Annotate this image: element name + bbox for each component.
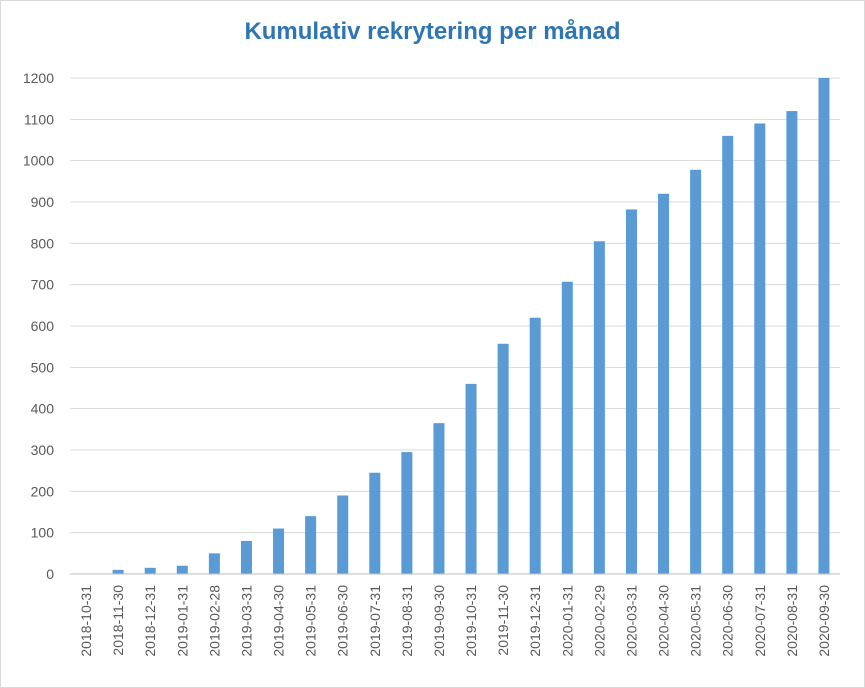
y-tick-label: 900 <box>31 194 55 210</box>
x-tick-label: 2020-08-31 <box>784 585 800 657</box>
bar <box>208 553 220 574</box>
x-tick-label: 2019-07-31 <box>367 585 383 657</box>
x-tick-label: 2019-03-31 <box>238 585 254 657</box>
x-tick-label: 2019-01-31 <box>174 585 190 657</box>
x-tick-label: 2019-12-31 <box>527 585 543 657</box>
y-tick-label: 600 <box>31 318 55 334</box>
y-tick-label: 100 <box>31 525 55 541</box>
x-tick-label: 2019-10-31 <box>463 585 479 657</box>
x-tick-label: 2019-02-28 <box>206 585 222 657</box>
bar <box>497 343 509 574</box>
bar <box>529 317 541 574</box>
y-tick-label: 1000 <box>23 153 54 169</box>
y-tick-label: 500 <box>31 359 55 375</box>
bar <box>593 241 605 574</box>
x-tick-label: 2019-08-31 <box>399 585 415 657</box>
x-tick-label: 2020-06-30 <box>720 585 736 657</box>
chart-title: Kumulativ rekrytering per månad <box>244 18 621 45</box>
x-tick-label: 2020-01-31 <box>559 585 575 657</box>
x-tick-label: 2020-07-31 <box>752 585 768 657</box>
y-axis-ticks: 0 100 200 300 400 500 600 700 800 900 1000 1100 1200 <box>23 70 54 582</box>
gridlines <box>70 77 840 534</box>
bar <box>240 540 252 574</box>
y-tick-label: 200 <box>31 483 55 499</box>
bar <box>754 123 766 574</box>
bars <box>112 78 830 575</box>
bar <box>144 567 156 574</box>
y-tick-label: 0 <box>46 566 54 582</box>
y-tick-label: 700 <box>31 277 55 293</box>
bar <box>433 423 445 574</box>
y-tick-label: 800 <box>31 235 55 251</box>
x-tick-label: 2019-05-31 <box>303 585 319 657</box>
y-tick-label: 300 <box>31 442 55 458</box>
y-tick-label: 1100 <box>24 111 54 127</box>
x-tick-label: 2020-09-30 <box>816 585 832 657</box>
y-tick-label: 400 <box>31 401 55 417</box>
x-tick-label: 2020-04-30 <box>656 585 672 657</box>
x-tick-label: 2019-11-30 <box>495 585 511 656</box>
bar <box>176 565 188 574</box>
x-tick-label: 2020-03-31 <box>623 585 639 657</box>
x-tick-label: 2020-05-31 <box>688 585 704 657</box>
bar <box>369 472 381 574</box>
bar <box>690 169 702 574</box>
bar <box>625 209 637 574</box>
x-tick-label: 2020-02-29 <box>591 585 607 657</box>
y-tick-label: 1200 <box>23 70 54 86</box>
x-tick-label: 2019-09-30 <box>431 585 447 657</box>
bar <box>722 135 734 574</box>
x-tick-label: 2019-04-30 <box>271 585 287 657</box>
x-tick-label: 2019-06-30 <box>335 585 351 657</box>
bar <box>112 569 124 574</box>
bar <box>786 111 798 575</box>
x-tick-label: 2018-12-31 <box>142 585 158 657</box>
bar <box>561 281 573 574</box>
bar <box>658 193 670 574</box>
x-axis-ticks: 2018-10-31 2018-11-30 2018-12-31 2019-01-31… <box>78 585 832 657</box>
bar <box>305 516 317 574</box>
bar <box>401 452 413 574</box>
x-tick-label: 2018-11-30 <box>110 585 126 656</box>
bar <box>337 495 349 574</box>
bar <box>273 528 285 574</box>
bar <box>465 383 477 574</box>
x-tick-label: 2018-10-31 <box>78 585 94 657</box>
bar <box>818 78 830 574</box>
